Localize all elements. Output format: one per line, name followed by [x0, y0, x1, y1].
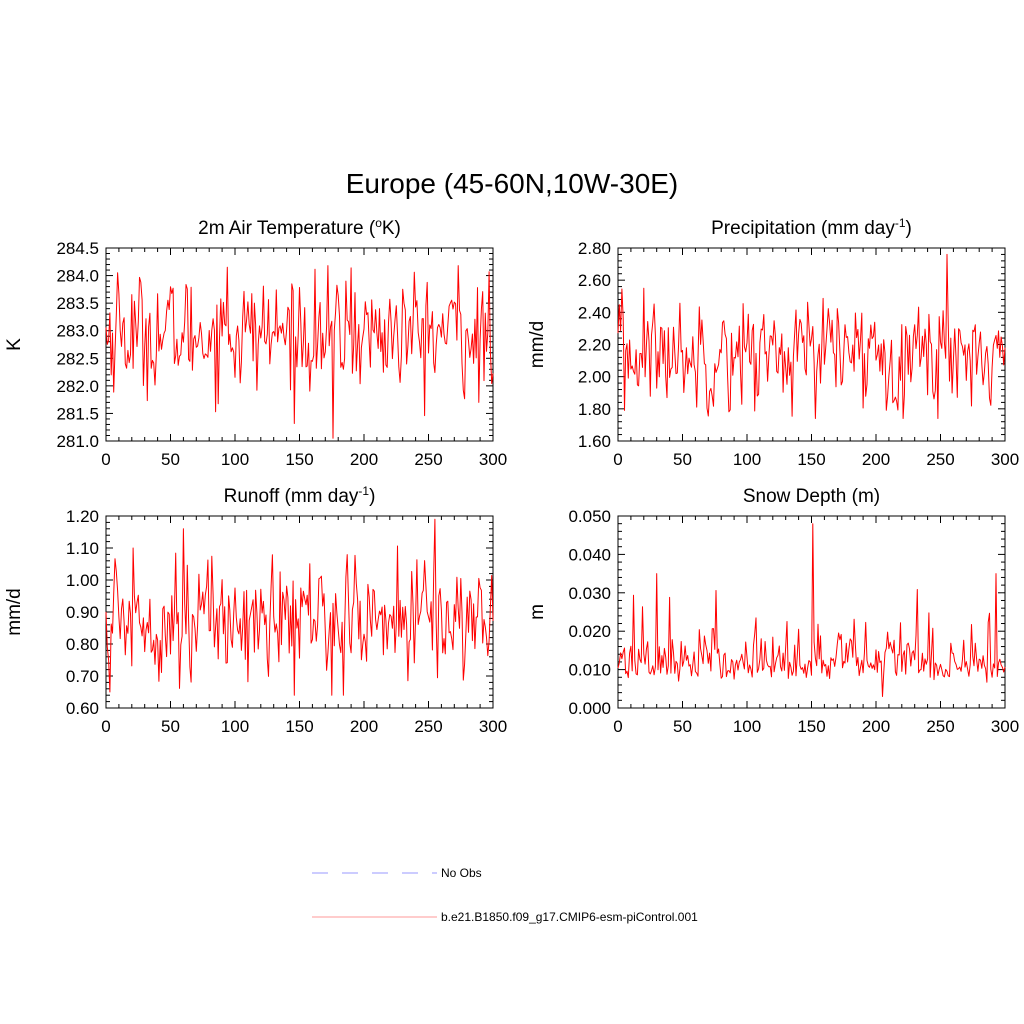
y-tick-label: 1.10 — [66, 539, 99, 558]
x-tick-label: 200 — [350, 450, 378, 469]
y-tick-label: 281.0 — [56, 432, 99, 451]
series-line-precipitation — [617, 253, 1006, 419]
figure-title: Europe (45-60N,10W-30E) — [346, 168, 679, 199]
x-tick-label: 150 — [797, 450, 825, 469]
y-tick-label: 1.60 — [578, 432, 611, 451]
panel-snow-depth: 0 50 100 150 200 250 300 0.000 0.010 0.020 0.030 0.… — [527, 486, 1019, 736]
plot-frame-temperature — [105, 247, 494, 442]
y-tick-label: 2.60 — [578, 271, 611, 290]
y-tick-label: 0.90 — [66, 603, 99, 622]
y-tick-label: 0.020 — [568, 622, 611, 641]
y-tick-label: 0.040 — [568, 545, 611, 564]
panels: 0 50 100 150 200 250 300 281.0 281.5 282.0 282.5 28… — [4, 216, 1019, 736]
y-tick-label: 284.0 — [56, 267, 99, 286]
y-tick-label: 1.20 — [66, 507, 99, 526]
x-tick-label: 300 — [991, 717, 1019, 736]
x-tick-label: 300 — [991, 450, 1019, 469]
legend: No Obs b.e21.B1850.f09_g17.CMIP6-esm-piC… — [312, 866, 698, 924]
x-tick-label: 50 — [673, 717, 692, 736]
x-tick-label: 0 — [613, 717, 622, 736]
y-tick-label: 0.80 — [66, 635, 99, 654]
panel-title: 2m Air Temperature (oK) — [198, 216, 401, 239]
y-tick-label: 1.80 — [578, 400, 611, 419]
x-tick-label: 150 — [285, 717, 313, 736]
y-tick-label: 284.5 — [56, 239, 99, 258]
x-tick-label: 50 — [673, 450, 692, 469]
y-tick-label: 0.000 — [568, 699, 611, 718]
panel-temperature: 0 50 100 150 200 250 300 281.0 281.5 282.0 282.5 28… — [4, 216, 507, 469]
series-line-temperature — [105, 265, 494, 439]
panel-precipitation: 0 50 100 150 200 250 300 1.60 1.80 2.00 2.20 2.40 2.… — [527, 216, 1019, 469]
legend-label-no-obs: No Obs — [441, 866, 482, 880]
y-tick-label: 2.00 — [578, 368, 611, 387]
y-tick-label: 282.0 — [56, 377, 99, 396]
x-tick-label: 50 — [161, 450, 180, 469]
x-tick-label: 0 — [613, 450, 622, 469]
x-tick-label: 250 — [926, 450, 954, 469]
panel-title: Snow Depth (m) — [743, 486, 880, 507]
y-tick-label: 2.20 — [578, 336, 611, 355]
y-tick-label: 283.0 — [56, 322, 99, 341]
series-line-snow-depth — [617, 523, 1006, 697]
x-tick-label: 150 — [797, 717, 825, 736]
y-tick-label: 0.60 — [66, 699, 99, 718]
y-tick-label: 2.40 — [578, 303, 611, 322]
x-tick-label: 250 — [414, 717, 442, 736]
x-tick-label: 250 — [926, 717, 954, 736]
y-tick-label: 281.5 — [56, 404, 99, 423]
y-tick-label: 2.80 — [578, 239, 611, 258]
x-tick-label: 100 — [221, 450, 249, 469]
panel-title: Precipitation (mm day-1) — [711, 216, 912, 239]
y-tick-label: 0.70 — [66, 667, 99, 686]
y-tick-label: 282.5 — [56, 349, 99, 368]
x-tick-label: 300 — [479, 450, 507, 469]
y-axis-label: mm/d — [527, 321, 548, 369]
series-line-runoff — [105, 518, 494, 696]
y-tick-label: 0.050 — [568, 507, 611, 526]
x-tick-label: 100 — [221, 717, 249, 736]
x-tick-label: 250 — [414, 450, 442, 469]
x-tick-label: 100 — [733, 717, 761, 736]
y-tick-label: 0.030 — [568, 584, 611, 603]
x-tick-label: 300 — [479, 717, 507, 736]
panel-runoff: 0 50 100 150 200 250 300 0.60 0.70 0.80 0.90 1.00 1.… — [4, 484, 507, 736]
panel-title: Runoff (mm day-1) — [224, 484, 376, 507]
y-tick-label: 283.5 — [56, 294, 99, 313]
y-axis-label: K — [4, 338, 25, 351]
x-tick-label: 0 — [101, 450, 110, 469]
y-axis-label: mm/d — [4, 588, 25, 636]
legend-label-model: b.e21.B1850.f09_g17.CMIP6-esm-piControl.… — [441, 910, 698, 924]
y-tick-label: 1.00 — [66, 571, 99, 590]
x-tick-label: 0 — [101, 717, 110, 736]
x-tick-label: 50 — [161, 717, 180, 736]
plot-frame-snow-depth — [617, 515, 1006, 709]
x-tick-label: 100 — [733, 450, 761, 469]
y-axis-label: m — [527, 604, 548, 620]
x-tick-label: 200 — [862, 717, 890, 736]
y-tick-label: 0.010 — [568, 661, 611, 680]
x-tick-label: 150 — [285, 450, 313, 469]
x-tick-label: 200 — [862, 450, 890, 469]
x-tick-label: 200 — [350, 717, 378, 736]
